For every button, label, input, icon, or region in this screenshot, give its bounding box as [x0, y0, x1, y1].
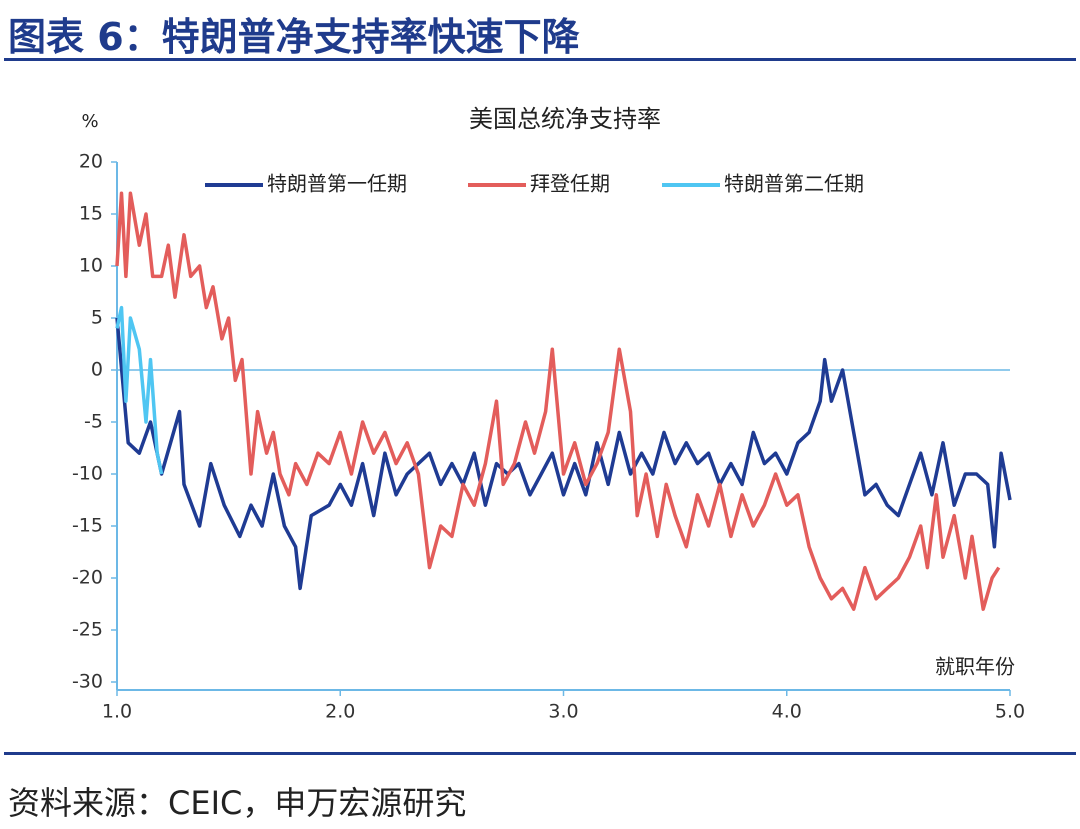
y-tick-label: -5 — [84, 411, 103, 433]
y-axis-label: % — [81, 111, 98, 132]
y-tick-label: -30 — [72, 671, 103, 693]
series-line — [115, 305, 164, 475]
legend-label: 特朗普第二任期 — [724, 172, 864, 196]
y-tick-label: -10 — [72, 463, 103, 485]
y-tick-label: 10 — [79, 255, 103, 277]
x-tick-label: 3.0 — [548, 701, 578, 723]
y-tick-label: 20 — [79, 151, 103, 173]
y-tick-label: -25 — [72, 619, 103, 641]
y-tick-label: 0 — [91, 359, 103, 381]
y-tick-label: -20 — [72, 567, 103, 589]
series-line — [115, 317, 1012, 591]
y-tick-label: 15 — [79, 203, 103, 225]
y-tick-label: 5 — [91, 307, 103, 329]
x-tick-label: 1.0 — [102, 701, 132, 723]
legend-label: 特朗普第一任期 — [267, 172, 407, 196]
x-tick-label: 4.0 — [772, 701, 802, 723]
x-tick-label: 2.0 — [325, 701, 355, 723]
x-tick-label: 5.0 — [995, 701, 1025, 723]
series-line — [115, 191, 1001, 611]
source-note: 资料来源：CEIC，申万宏源研究 — [8, 784, 467, 822]
y-tick-label: -15 — [72, 515, 103, 537]
header-title: 图表 6：特朗普净支持率快速下降 — [8, 15, 580, 59]
footer-rule — [4, 752, 1076, 755]
chart: 美国总统净支持率 % 就职年份 20 15 10 5 0 -5 -10 -15 -20 -25 -3… — [72, 105, 1025, 723]
x-axis-label: 就职年份 — [935, 655, 1015, 679]
header-rule — [4, 58, 1076, 61]
legend-label: 拜登任期 — [530, 172, 610, 196]
chart-title: 美国总统净支持率 — [469, 105, 661, 133]
